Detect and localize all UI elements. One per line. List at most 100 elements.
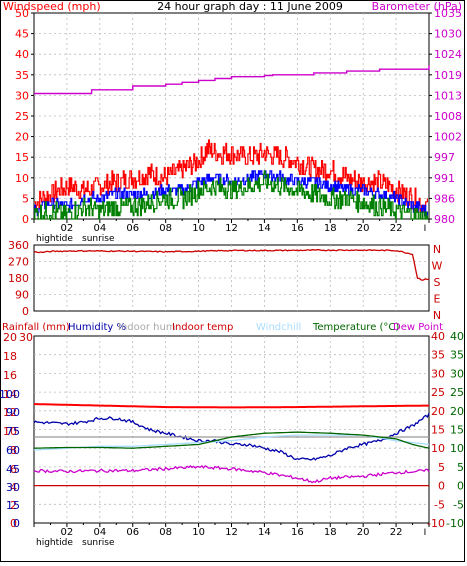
- wind-xtick-label: 02: [61, 223, 74, 234]
- wind-xtick-label: 14: [258, 223, 271, 234]
- temperature-line: [34, 431, 430, 449]
- compass-label: S: [434, 276, 441, 289]
- rain-ytick-label: 18: [3, 350, 17, 363]
- rain-ytick-label: 8: [10, 444, 17, 457]
- indoor-temp-ytick-label: 15: [431, 424, 445, 437]
- winddir-ytick-label: 180: [8, 272, 29, 285]
- wind-xtick-label: 22: [390, 223, 403, 234]
- baro-ytick-label: 1030: [434, 28, 462, 41]
- wind-sunrise-label: sunrise: [82, 234, 115, 244]
- rain-ytick-label: 16: [3, 369, 17, 382]
- baro-ytick-label: 1002: [434, 131, 462, 144]
- temp-xtick-label: 04: [93, 527, 106, 538]
- temp-xtick-label: 10: [192, 527, 205, 538]
- humidity-ytick-label: 90: [6, 406, 20, 419]
- temp-sunrise-label: sunrise: [82, 538, 115, 548]
- winddir-ytick-label: 270: [8, 256, 29, 269]
- wind-xtick-label: 16: [291, 223, 304, 234]
- wind-ytick-label: 20: [15, 131, 29, 144]
- wind-xtick-label: 20: [357, 223, 370, 234]
- rain-ytick-label: 30: [19, 331, 33, 344]
- indoor-temp-line: [34, 403, 429, 409]
- baro-ytick-label: 1024: [434, 48, 462, 61]
- rain-ytick-label: 0: [10, 517, 17, 530]
- temp-xtick-label: 12: [225, 527, 238, 538]
- wind-ytick-label: 45: [15, 28, 29, 41]
- legend-item: Rainfall (mm): [2, 322, 70, 333]
- winddir-ytick-label: 0: [22, 305, 29, 318]
- compass-label: W: [432, 260, 443, 273]
- legend-item: Temperature (°C): [312, 322, 399, 333]
- legend-item: Indoor temp: [172, 322, 233, 333]
- indoor-temp-ytick-label: 20: [431, 405, 445, 418]
- baro-ytick-label: 1035: [434, 7, 462, 20]
- indoor-temp-ytick-label: -5: [434, 498, 445, 511]
- barometer-line: [34, 65, 430, 95]
- humidity-ytick-label: 60: [6, 444, 20, 457]
- temp-ytick-label: -5: [453, 498, 464, 511]
- humidity-ytick-label: 100: [0, 388, 20, 401]
- rain-ytick-label: 10: [3, 425, 17, 438]
- wind-ytick-label: 15: [15, 151, 29, 164]
- temp-ytick-label: 40: [450, 330, 464, 343]
- wind-ytick-label: 30: [15, 89, 29, 102]
- wind-ytick-label: 40: [15, 48, 29, 61]
- humidity-ytick-label: 30: [6, 481, 20, 494]
- humidity-ytick-label: 15: [6, 499, 20, 512]
- wind-xtick-label: 12: [225, 223, 238, 234]
- baro-ytick-label: 980: [434, 213, 455, 226]
- temp-xtick-label: 08: [159, 527, 172, 538]
- temp-xtick-label: 20: [357, 527, 370, 538]
- temp-ytick-label: 30: [450, 367, 464, 380]
- indoor-temp-ytick-label: 5: [438, 461, 445, 474]
- temp-xtick-label: 02: [61, 527, 74, 538]
- temp-xtick-label: 06: [126, 527, 139, 538]
- temp-ytick-label: 0: [457, 480, 464, 493]
- baro-ytick-label: 1008: [434, 110, 462, 123]
- temp-ytick-label: 10: [450, 442, 464, 455]
- wind-ytick-label: 25: [15, 110, 29, 123]
- compass-label: E: [434, 293, 441, 306]
- baro-ytick-label: 986: [434, 192, 455, 205]
- winddir-ytick-label: 360: [8, 239, 29, 252]
- legend-item: Dew Point: [393, 322, 443, 333]
- temp-ytick-label: 25: [450, 386, 464, 399]
- rain-ytick-label: 2: [10, 499, 17, 512]
- temp-xtick-label: 18: [324, 527, 337, 538]
- indoor-temp-ytick-label: 0: [438, 480, 445, 493]
- winddir-ytick-label: 90: [15, 289, 29, 302]
- rain-ytick-label: 12: [3, 406, 17, 419]
- wind-ytick-label: 10: [15, 172, 29, 185]
- rain-ytick-label: 6: [10, 463, 17, 476]
- wind-xtick-label: I: [424, 224, 427, 234]
- wind-ytick-label: 0: [22, 213, 29, 226]
- wind-xtick-label: 18: [324, 223, 337, 234]
- wind-xtick-label: 10: [192, 223, 205, 234]
- temp-ytick-label: 20: [450, 405, 464, 418]
- baro-ytick-label: 1019: [434, 69, 462, 82]
- legend-item: Indoor hum: [118, 322, 176, 333]
- wind-axis-title: Windspeed (mph): [3, 0, 101, 13]
- windspeed-line: [34, 170, 428, 220]
- wind-ytick-label: 5: [22, 192, 29, 205]
- indoor-temp-ytick-label: -10: [427, 517, 445, 530]
- humidity-line: [33, 412, 430, 461]
- temp-ytick-label: 5: [457, 461, 464, 474]
- temp-ytick-label: 15: [450, 424, 464, 437]
- temp-xtick-label: I: [424, 528, 427, 538]
- indoor-temp-ytick-label: 40: [431, 330, 445, 343]
- humidity-ytick-label: 0: [13, 517, 20, 530]
- legend-item: Windchill: [256, 322, 301, 333]
- humidity-ytick-label: 45: [6, 463, 20, 476]
- baro-ytick-label: 991: [434, 172, 455, 185]
- wind-hightide-label: hightide: [36, 234, 73, 244]
- wind-ytick-label: 50: [15, 7, 29, 20]
- baro-ytick-label: 997: [434, 151, 455, 164]
- baro-ytick-label: 1013: [434, 89, 462, 102]
- indoor-temp-ytick-label: 10: [431, 442, 445, 455]
- temp-ytick-label: 35: [450, 349, 464, 362]
- rain-ytick-label: 20: [3, 331, 17, 344]
- wind-xtick-label: 08: [159, 223, 172, 234]
